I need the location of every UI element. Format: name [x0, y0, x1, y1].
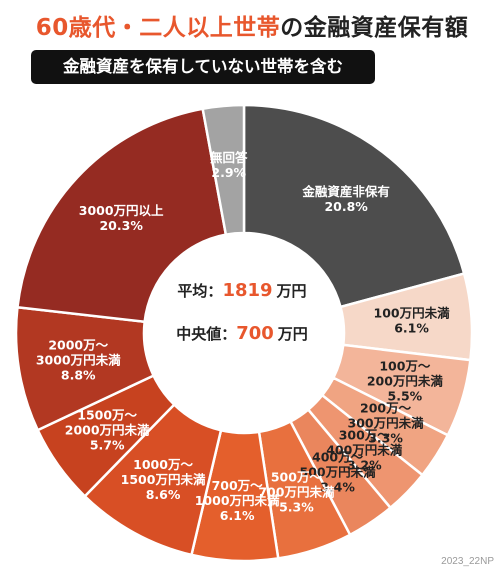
slice-label-line: 700万～: [212, 478, 264, 493]
footer-code: 2023_22NP: [441, 556, 494, 567]
slices-group: [14, 103, 474, 563]
slice-label-line: 400万～: [312, 450, 364, 465]
slice-label-3: 200万～ 300万円未満 3.3%: [348, 400, 425, 445]
slice-label-line: 金融資産非保有: [301, 184, 390, 199]
slice-percent: 6.1%: [394, 320, 429, 335]
slice-percent: 5.5%: [388, 388, 423, 403]
slice-label-line: 1500万～: [77, 407, 137, 422]
slice-label-8: 1000万～ 1500万円未満 8.6%: [121, 457, 206, 502]
slice-label-line: 500万円未満: [300, 465, 377, 480]
slice-label-0: 金融資産非保有 20.8%: [301, 184, 390, 214]
slice-percent: 3.4%: [320, 480, 355, 495]
slice-percent: 3.2%: [347, 457, 382, 472]
slice-label-2: 100万～ 200万円未満 5.5%: [367, 358, 444, 403]
slice-label-4: 300万～ 400万円未満 3.2%: [326, 427, 403, 472]
average-label: 平均：: [177, 282, 222, 300]
slice-label-line: 700万円未満: [258, 485, 335, 500]
median-unit: 万円: [277, 325, 308, 343]
slice-percent: 8.8%: [61, 367, 96, 382]
slice-percent: 3.3%: [368, 430, 403, 445]
slice-label-line: 300万円未満: [348, 415, 425, 430]
slice-label-12: 無回答 2.9%: [210, 150, 248, 180]
slice-label-10: 2000万～ 3000万円未満 8.8%: [36, 337, 121, 382]
average-unit: 万円: [276, 282, 307, 300]
slice-label-line: 500万～: [271, 470, 323, 485]
slice-label-line: 2000万円未満: [65, 422, 150, 437]
slice-12: [201, 103, 246, 237]
slice-percent: 8.6%: [146, 487, 181, 502]
slice-0: [242, 103, 466, 309]
slice-label-line: 200万～: [360, 400, 412, 415]
slice-label-line: 400万円未満: [326, 442, 403, 457]
chart-title: 60歳代・二人以上世帯の金融資産保有額: [0, 8, 504, 42]
average-line: 平均：1819 万円: [177, 280, 306, 301]
chart-title-accent: 60歳代・二人以上世帯: [35, 15, 281, 41]
slice-label-7: 700万～ 1000万円未満 6.1%: [195, 478, 280, 523]
slice-label-line: 100万円未満: [374, 305, 451, 320]
slice-label-line: 100万～: [379, 358, 431, 373]
average-value: 1819: [222, 280, 272, 301]
slice-label-line: 300万～: [339, 427, 391, 442]
chart-title-rest: の金融資産保有額: [280, 15, 469, 41]
slice-label-line: 無回答: [210, 150, 248, 165]
slice-label-9: 1500万～ 2000万円未満 5.7%: [65, 407, 150, 452]
slice-label-6: 500万～ 700万円未満 5.3%: [258, 470, 335, 515]
median-value: 700: [236, 323, 274, 344]
slice-label-line: 1000万円未満: [195, 493, 280, 508]
slice-percent: 20.8%: [324, 199, 368, 214]
slice-percent: 6.1%: [220, 508, 255, 523]
slice-11: [16, 107, 228, 324]
slice-label-line: 3000万円未満: [36, 352, 121, 367]
slice-label-line: 3000万円以上: [79, 203, 164, 218]
slice-label-line: 200万円未満: [367, 373, 444, 388]
slice-label-line: 2000万～: [48, 337, 108, 352]
slice-percent: 5.3%: [279, 500, 314, 515]
chart-subtitle: 金融資産を保有していない世帯を含む: [31, 50, 375, 84]
median-line: 中央値：700 万円: [176, 323, 308, 344]
slice-labels-group: 金融資産非保有 20.8%100万円未満 6.1%100万～ 200万円未満 5.5%2…: [36, 150, 450, 523]
median-label: 中央値：: [176, 325, 236, 343]
slice-percent: 20.3%: [99, 218, 143, 233]
slice-label-line: 1500万円未満: [121, 472, 206, 487]
slice-label-line: 1000万～: [133, 457, 193, 472]
slice-percent: 2.9%: [211, 165, 246, 180]
slice-percent: 5.7%: [90, 437, 125, 452]
center-summary: 平均：1819 万円 中央値：700 万円: [176, 280, 308, 344]
slice-label-1: 100万円未満 6.1%: [374, 305, 451, 335]
slice-label-11: 3000万円以上 20.3%: [79, 203, 164, 233]
slice-label-5: 400万～ 500万円未満 3.4%: [300, 450, 377, 495]
